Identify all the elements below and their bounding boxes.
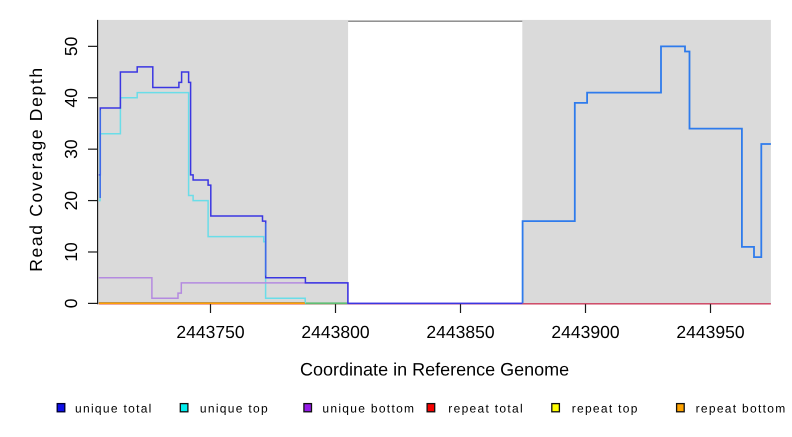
svg-text:20: 20	[61, 191, 81, 211]
svg-text:40: 40	[61, 88, 81, 108]
svg-text:Coordinate in Reference Genome: Coordinate in Reference Genome	[300, 359, 569, 379]
svg-text:2443950: 2443950	[676, 322, 744, 342]
svg-text:2443750: 2443750	[176, 322, 244, 342]
svg-text:2443800: 2443800	[301, 322, 369, 342]
svg-text:50: 50	[61, 36, 81, 56]
svg-text:10: 10	[61, 242, 81, 262]
svg-text:30: 30	[61, 139, 81, 159]
svg-text:unique total: unique total	[75, 401, 153, 415]
svg-text:unique top: unique top	[200, 401, 269, 415]
svg-text:Read Coverage Depth: Read Coverage Depth	[26, 66, 46, 272]
svg-text:unique bottom: unique bottom	[322, 401, 415, 415]
svg-text:repeat top: repeat top	[572, 401, 639, 415]
svg-text:repeat total: repeat total	[448, 401, 524, 415]
svg-text:0: 0	[61, 298, 81, 308]
svg-text:2443900: 2443900	[551, 322, 619, 342]
svg-text:repeat bottom: repeat bottom	[696, 401, 787, 415]
svg-text:2443850: 2443850	[426, 322, 494, 342]
